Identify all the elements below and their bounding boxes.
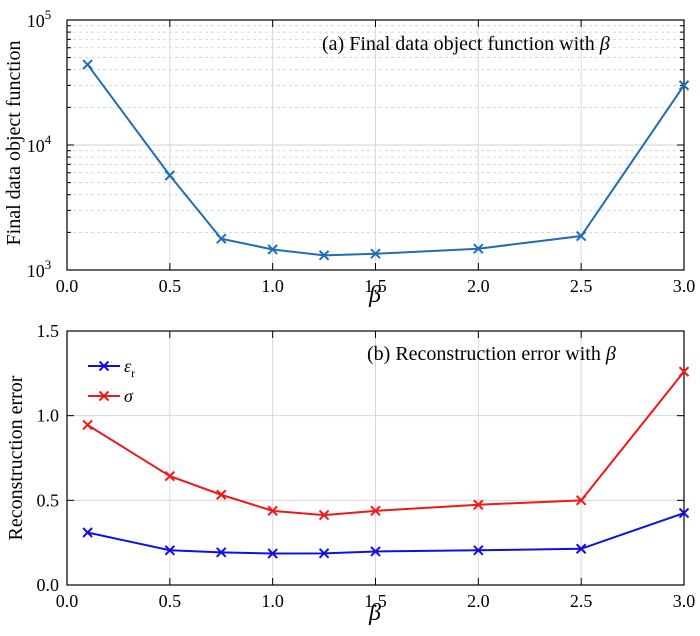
x-tick-label: 1.0 (261, 276, 284, 296)
data-point (575, 495, 587, 506)
data-point (318, 548, 330, 559)
panel-title: (a) Final data object function with β (322, 33, 610, 55)
data-point (473, 545, 484, 556)
y-tick-label: 1.5 (37, 321, 60, 341)
data-point (318, 250, 330, 261)
data-point (575, 543, 587, 554)
panel-title-symbol: β (605, 343, 616, 365)
x-tick-label: 0.5 (159, 276, 182, 296)
y-axis-label: Final data object function (3, 41, 25, 246)
data-point (678, 366, 690, 377)
x-tick-label: 2.5 (570, 591, 593, 611)
y-tick-label: 0.5 (37, 490, 60, 510)
x-axis-label: β (368, 600, 381, 626)
data-point (318, 509, 330, 521)
panel-title-text: (a) Final data object function with (322, 33, 600, 55)
x-tick-label: 1.5 (364, 591, 387, 611)
data-point (82, 59, 93, 70)
x-tick-label: 2.0 (467, 591, 490, 611)
series-line (87, 371, 685, 517)
panel-title: (b) Reconstruction error with β (367, 343, 616, 365)
y-tick-label: 104 (27, 132, 52, 156)
data-point (473, 499, 484, 510)
panel-title-symbol: β (599, 33, 610, 55)
legend-symbol: σ (124, 386, 134, 406)
y-tick-exponent: 3 (45, 257, 52, 272)
y-tick-mantissa: 10 (27, 261, 45, 281)
legend-label: εr (124, 356, 135, 380)
series-line (87, 512, 685, 555)
y-tick-label: 1.0 (37, 406, 60, 426)
data-point (216, 489, 227, 500)
y-tick-exponent: 5 (45, 7, 52, 22)
data-point (678, 507, 690, 519)
x-tick-label: 0.5 (159, 591, 182, 611)
x-tick-label: 0.0 (56, 591, 79, 611)
data-point (678, 80, 690, 91)
data-point (164, 545, 176, 556)
x-tick-label: 3.0 (673, 591, 696, 611)
y-axis-label: Reconstruction error (5, 375, 27, 540)
y-tick-label: 103 (27, 257, 52, 281)
x-tick-label: 0.0 (56, 276, 79, 296)
legend-marker (98, 360, 110, 372)
data-point (267, 244, 278, 255)
data-point (267, 548, 278, 559)
x-tick-label: 2.0 (467, 276, 490, 296)
plot-frame (66, 330, 685, 586)
data-point (216, 233, 227, 244)
data-point (575, 230, 587, 242)
data-point (164, 470, 176, 482)
data-point (82, 527, 93, 538)
y-tick-label: 105 (27, 7, 52, 31)
x-tick-label: 1.5 (364, 276, 387, 296)
data-point (82, 419, 93, 431)
series-line (86, 63, 685, 257)
x-tick-label: 3.0 (673, 276, 696, 296)
data-point (216, 547, 227, 558)
y-tick-label: 0.0 (37, 575, 60, 595)
panel-title-text: (b) Reconstruction error with (367, 343, 606, 365)
panel-b-reconstruction-error: 0.00.51.01.50.0 0.5 1.0 1.5 2.0 2.5 3.0εrσ(b) … (5, 321, 695, 626)
legend-marker (98, 390, 110, 402)
x-tick-label: 1.0 (261, 591, 284, 611)
data-point (267, 505, 278, 517)
y-tick-mantissa: 10 (27, 11, 45, 31)
legend-label: σ (124, 386, 134, 406)
plot-frame (66, 19, 685, 271)
data-point (164, 170, 176, 181)
legend-symbol: ε (124, 356, 132, 376)
x-axis-label: β (368, 282, 381, 308)
x-tick-label: 2.5 (570, 276, 593, 296)
data-point (370, 505, 381, 517)
data-point (473, 243, 484, 254)
legend-subscript: r (131, 366, 135, 380)
data-point (370, 248, 381, 259)
y-tick-exponent: 4 (45, 132, 52, 147)
data-point (370, 546, 381, 557)
y-tick-mantissa: 10 (27, 136, 45, 156)
